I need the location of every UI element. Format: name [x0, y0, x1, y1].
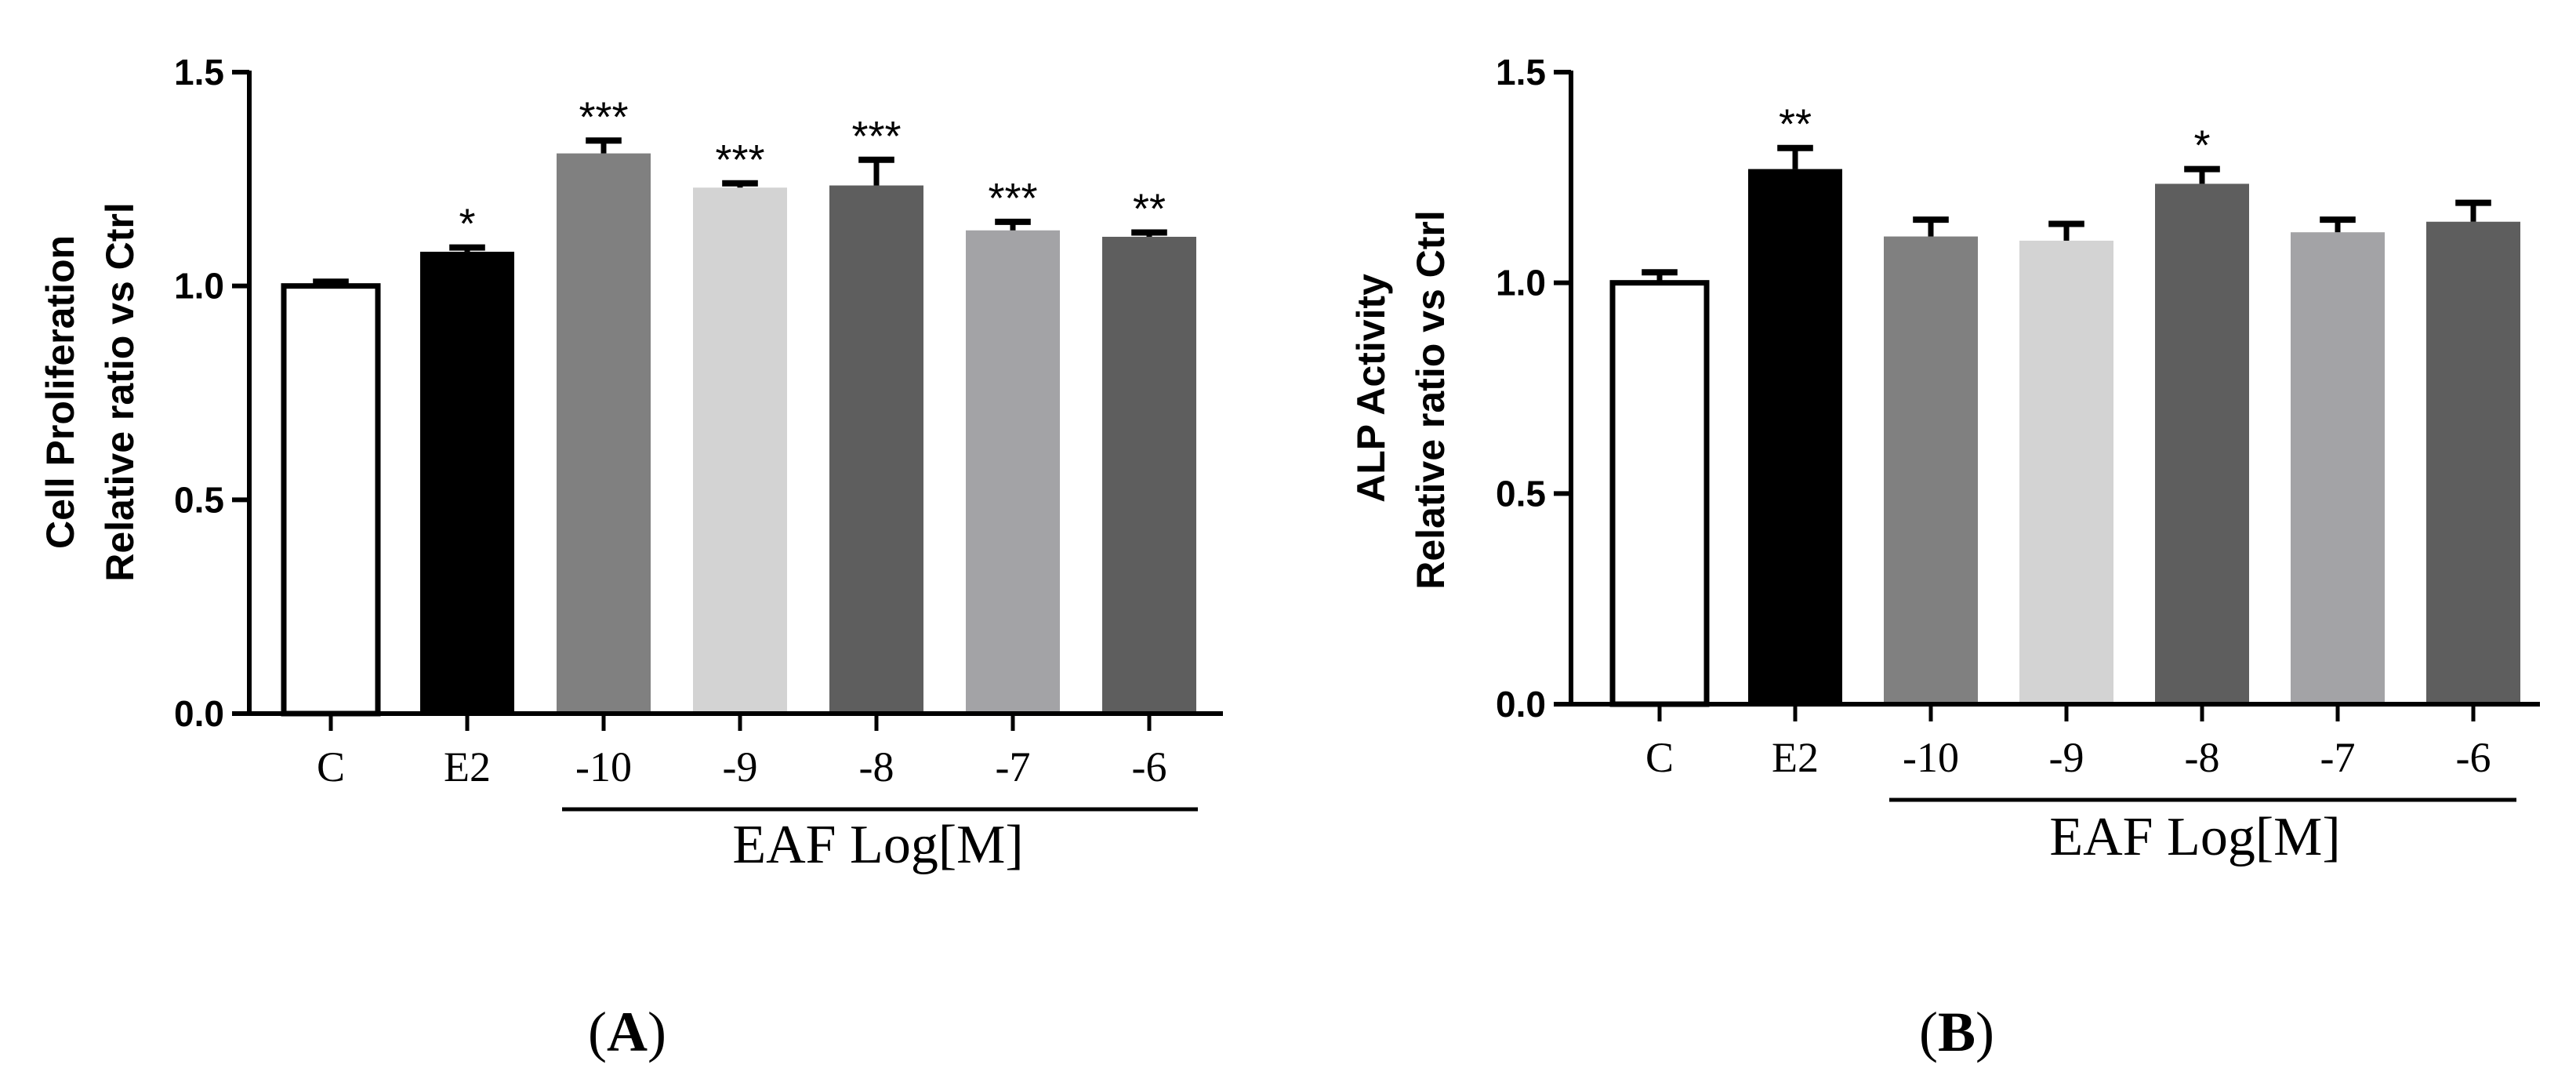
panel-a-significance-2: *** — [579, 93, 628, 140]
panel-a-group-label: EAF Log[M] — [732, 815, 1023, 875]
panel-a-ytick-label-0: 0.0 — [174, 693, 224, 734]
panel-b-chart: ALP Activity Relative ratio vs Ctrl EAF … — [1349, 52, 2540, 1063]
panel-b-significance-4: * — [2193, 122, 2210, 169]
panel-b-category-label-6: -6 — [2456, 734, 2491, 781]
panel-a-significance-1: * — [459, 201, 475, 248]
panel-b-category-label-3: -9 — [2049, 734, 2084, 781]
panel-a-bar-1 — [420, 252, 514, 714]
panel-b-category-label-5: -7 — [2320, 734, 2356, 781]
panel-a-significance-5: *** — [988, 175, 1037, 222]
panel-b-letter: (B) — [1919, 1001, 1994, 1063]
panel-b-bar-4 — [2155, 183, 2249, 705]
panel-a-significance-6: ** — [1133, 186, 1166, 233]
panel-b-ytick-label-2: 1.0 — [1496, 263, 1546, 303]
panel-b-ytick-label-3: 1.5 — [1496, 52, 1546, 93]
panel-a-category-label-3: -9 — [723, 743, 758, 790]
panel-a-category-label-4: -8 — [859, 743, 894, 790]
panel-a-bar-2 — [557, 153, 651, 714]
panel-b-bar-5 — [2291, 232, 2385, 705]
panel-a-category-label-2: -10 — [575, 743, 632, 790]
panel-a-bar-0 — [281, 283, 381, 717]
panel-a-bar-3 — [693, 187, 787, 714]
panel-b-category-label-4: -8 — [2185, 734, 2220, 781]
panel-b-category-label-0: C — [1645, 734, 1674, 781]
panel-a-ytick-label-3: 1.5 — [174, 52, 224, 93]
panel-a-category-label-5: -7 — [996, 743, 1031, 790]
panel-b-group-label: EAF Log[M] — [2049, 807, 2340, 867]
panel-b-bar-1 — [1748, 169, 1842, 704]
panel-a-ylabel-line-1: Cell Proliferation — [38, 235, 82, 549]
panel-a-significance-4: *** — [851, 113, 901, 160]
panel-a-letter: (A) — [588, 1001, 666, 1063]
panel-b-ylabel-line-2: Relative ratio vs Ctrl — [1409, 210, 1453, 590]
panel-b-bar-0 — [1609, 280, 1710, 707]
panel-a-bar-6 — [1102, 236, 1196, 714]
panel-b-category-label-2: -10 — [1903, 734, 1959, 781]
panel-a-bar-5 — [966, 230, 1060, 714]
panel-b-bar-3 — [2019, 240, 2113, 704]
panel-b-bar-6 — [2426, 221, 2520, 705]
panel-b-bar-2 — [1884, 236, 1978, 704]
panel-a-ylabel-line-2: Relative ratio vs Ctrl — [98, 202, 142, 582]
panel-a-bar-4 — [829, 185, 923, 714]
panel-a-chart: Cell Proliferation Relative ratio vs Ctr… — [38, 52, 1223, 1063]
panel-a-category-label-0: C — [317, 743, 345, 790]
panel-a-category-label-6: -6 — [1132, 743, 1167, 790]
panel-b-ylabel-line-1: ALP Activity — [1349, 274, 1393, 503]
panel-a-category-label-1: E2 — [444, 743, 491, 790]
panel-a-ytick-label-1: 0.5 — [174, 479, 224, 520]
panel-b-significance-1: ** — [1779, 101, 1812, 148]
panel-b-ytick-label-1: 0.5 — [1496, 473, 1546, 514]
panel-b-category-label-1: E2 — [1772, 734, 1819, 781]
panel-b-ytick-label-0: 0.0 — [1496, 684, 1546, 725]
panel-a-significance-3: *** — [715, 136, 764, 183]
panel-a-ytick-label-2: 1.0 — [174, 266, 224, 307]
